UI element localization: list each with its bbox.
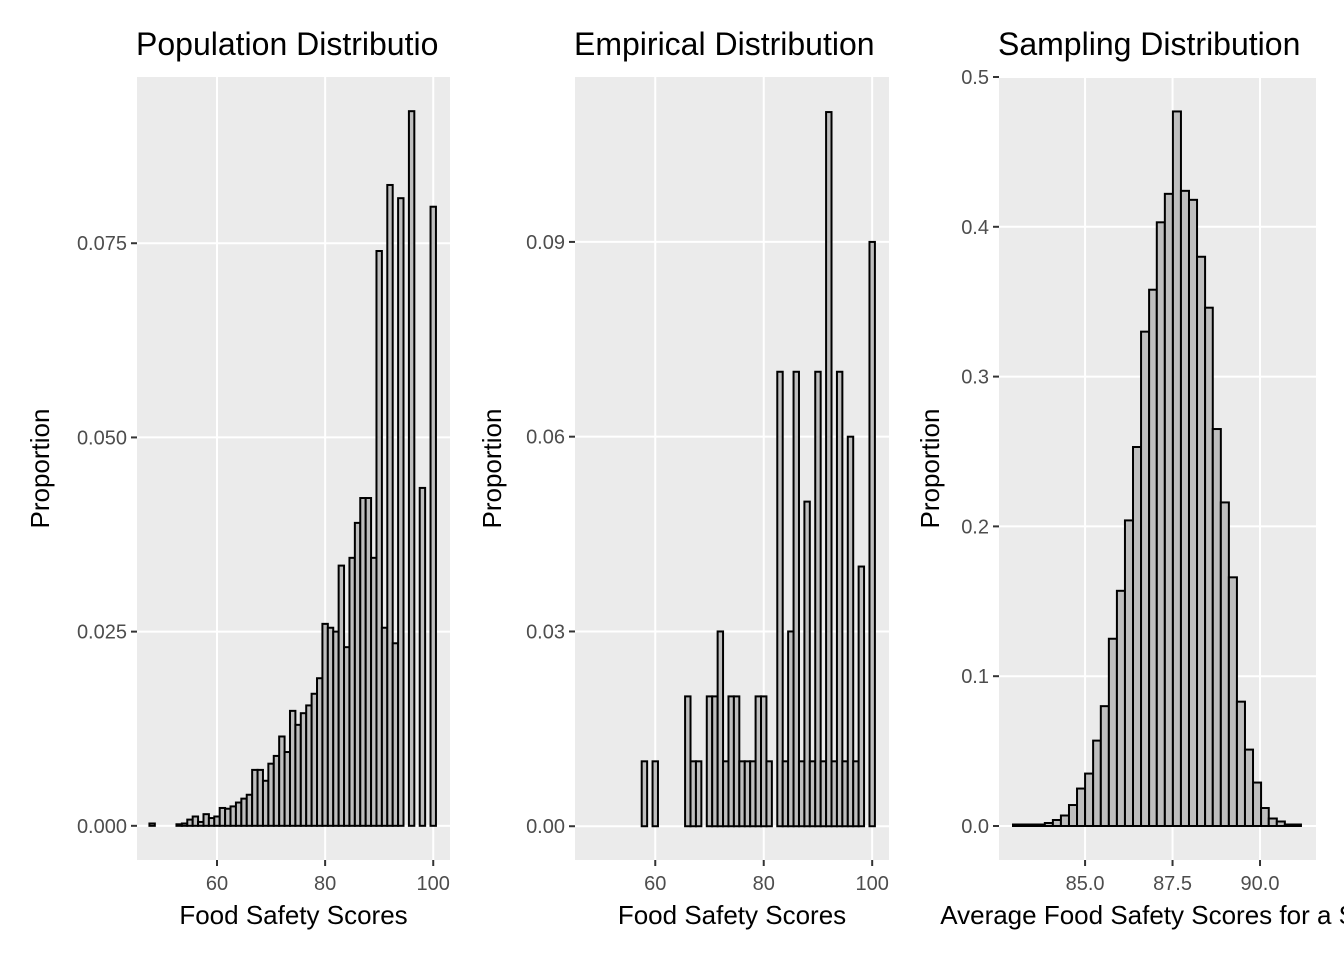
y-tick-label: 0.4 — [961, 217, 989, 239]
bar — [1092, 739, 1102, 827]
x-tick-label: 80 — [753, 873, 775, 895]
y-tick-label: 0.3 — [961, 367, 989, 389]
y-tick-label: 0.2 — [961, 516, 989, 538]
bar — [1051, 819, 1062, 827]
bar — [1219, 501, 1230, 827]
x-tick-label: 85.0 — [1066, 873, 1105, 895]
bar — [1260, 807, 1270, 827]
y-tick-label: 0.00 — [526, 816, 565, 838]
bar — [148, 822, 156, 827]
x-tick-label: 87.5 — [1153, 873, 1192, 895]
bar — [407, 110, 416, 827]
bar — [694, 760, 703, 828]
x-axis-title: Food Safety Scores — [179, 900, 407, 930]
bar — [846, 435, 855, 828]
bar — [1283, 823, 1294, 827]
bar — [1148, 288, 1158, 827]
bar — [651, 760, 659, 828]
y-tick-label: 0.1 — [961, 666, 989, 688]
bar — [1036, 823, 1046, 827]
bar — [1011, 823, 1023, 827]
bar — [803, 500, 811, 828]
bar — [1179, 189, 1190, 827]
x-tick-label: 60 — [644, 873, 666, 895]
y-tick-label: 0.09 — [526, 232, 565, 254]
bar — [1204, 306, 1214, 827]
x-axis-title: Food Safety Scores — [618, 900, 846, 930]
bar — [1020, 823, 1031, 827]
bar — [429, 205, 437, 827]
bar — [1196, 255, 1207, 827]
y-axis-title: Proportion — [25, 409, 55, 529]
bar — [1235, 700, 1246, 827]
bar — [1267, 817, 1278, 827]
bar — [1084, 772, 1095, 827]
bar — [868, 240, 876, 828]
y-axis-title: Proportion — [477, 409, 507, 529]
bar — [1076, 787, 1087, 827]
bar — [1155, 221, 1166, 827]
bar — [1171, 110, 1182, 827]
bar — [1115, 589, 1126, 827]
bar — [1275, 820, 1286, 827]
y-axis-title: Proportion — [915, 409, 945, 529]
y-tick-label: 0.000 — [77, 816, 127, 838]
bar — [1028, 823, 1039, 827]
bar — [1067, 804, 1079, 827]
bar — [1163, 192, 1174, 827]
x-tick-label: 100 — [856, 873, 889, 895]
y-tick-label: 0.03 — [526, 621, 565, 643]
bar — [375, 250, 383, 827]
bar — [1059, 814, 1070, 827]
bar — [776, 370, 784, 828]
bar — [1187, 198, 1199, 827]
bar — [1043, 821, 1054, 827]
x-tick-label: 90.0 — [1241, 873, 1280, 895]
bar — [386, 183, 394, 827]
bar — [1291, 823, 1302, 827]
x-axis-title: Average Food Safety Scores for a SR — [940, 900, 1344, 930]
bar — [1252, 781, 1263, 827]
y-tick-label: 0.025 — [77, 622, 127, 644]
bar — [640, 760, 649, 828]
bar — [1099, 705, 1110, 827]
x-tick-label: 60 — [206, 873, 228, 895]
bar — [1243, 748, 1255, 827]
bar — [397, 197, 405, 827]
bar — [835, 370, 844, 828]
bar — [1140, 330, 1151, 827]
bar — [418, 486, 427, 827]
y-tick-label: 0.075 — [77, 233, 127, 255]
chart-title: Empirical Distribution — [574, 26, 875, 62]
bar — [1107, 637, 1118, 827]
bar — [1132, 446, 1143, 827]
chart-title: Population Distributio — [136, 26, 438, 62]
y-tick-label: 0.050 — [77, 427, 127, 449]
x-tick-label: 80 — [314, 873, 336, 895]
y-tick-label: 0.06 — [526, 427, 565, 449]
x-tick-label: 100 — [417, 873, 450, 895]
bar — [765, 760, 773, 828]
bar — [825, 111, 833, 828]
bar — [1123, 519, 1135, 827]
bar — [716, 630, 725, 828]
y-tick-label: 0.5 — [961, 67, 989, 89]
bar — [857, 565, 866, 828]
y-tick-label: 0.0 — [961, 816, 989, 838]
bar — [1227, 576, 1238, 827]
bar — [1211, 428, 1222, 827]
chart-title: Sampling Distribution — [998, 26, 1300, 62]
bar — [792, 370, 800, 828]
bar — [814, 370, 822, 828]
